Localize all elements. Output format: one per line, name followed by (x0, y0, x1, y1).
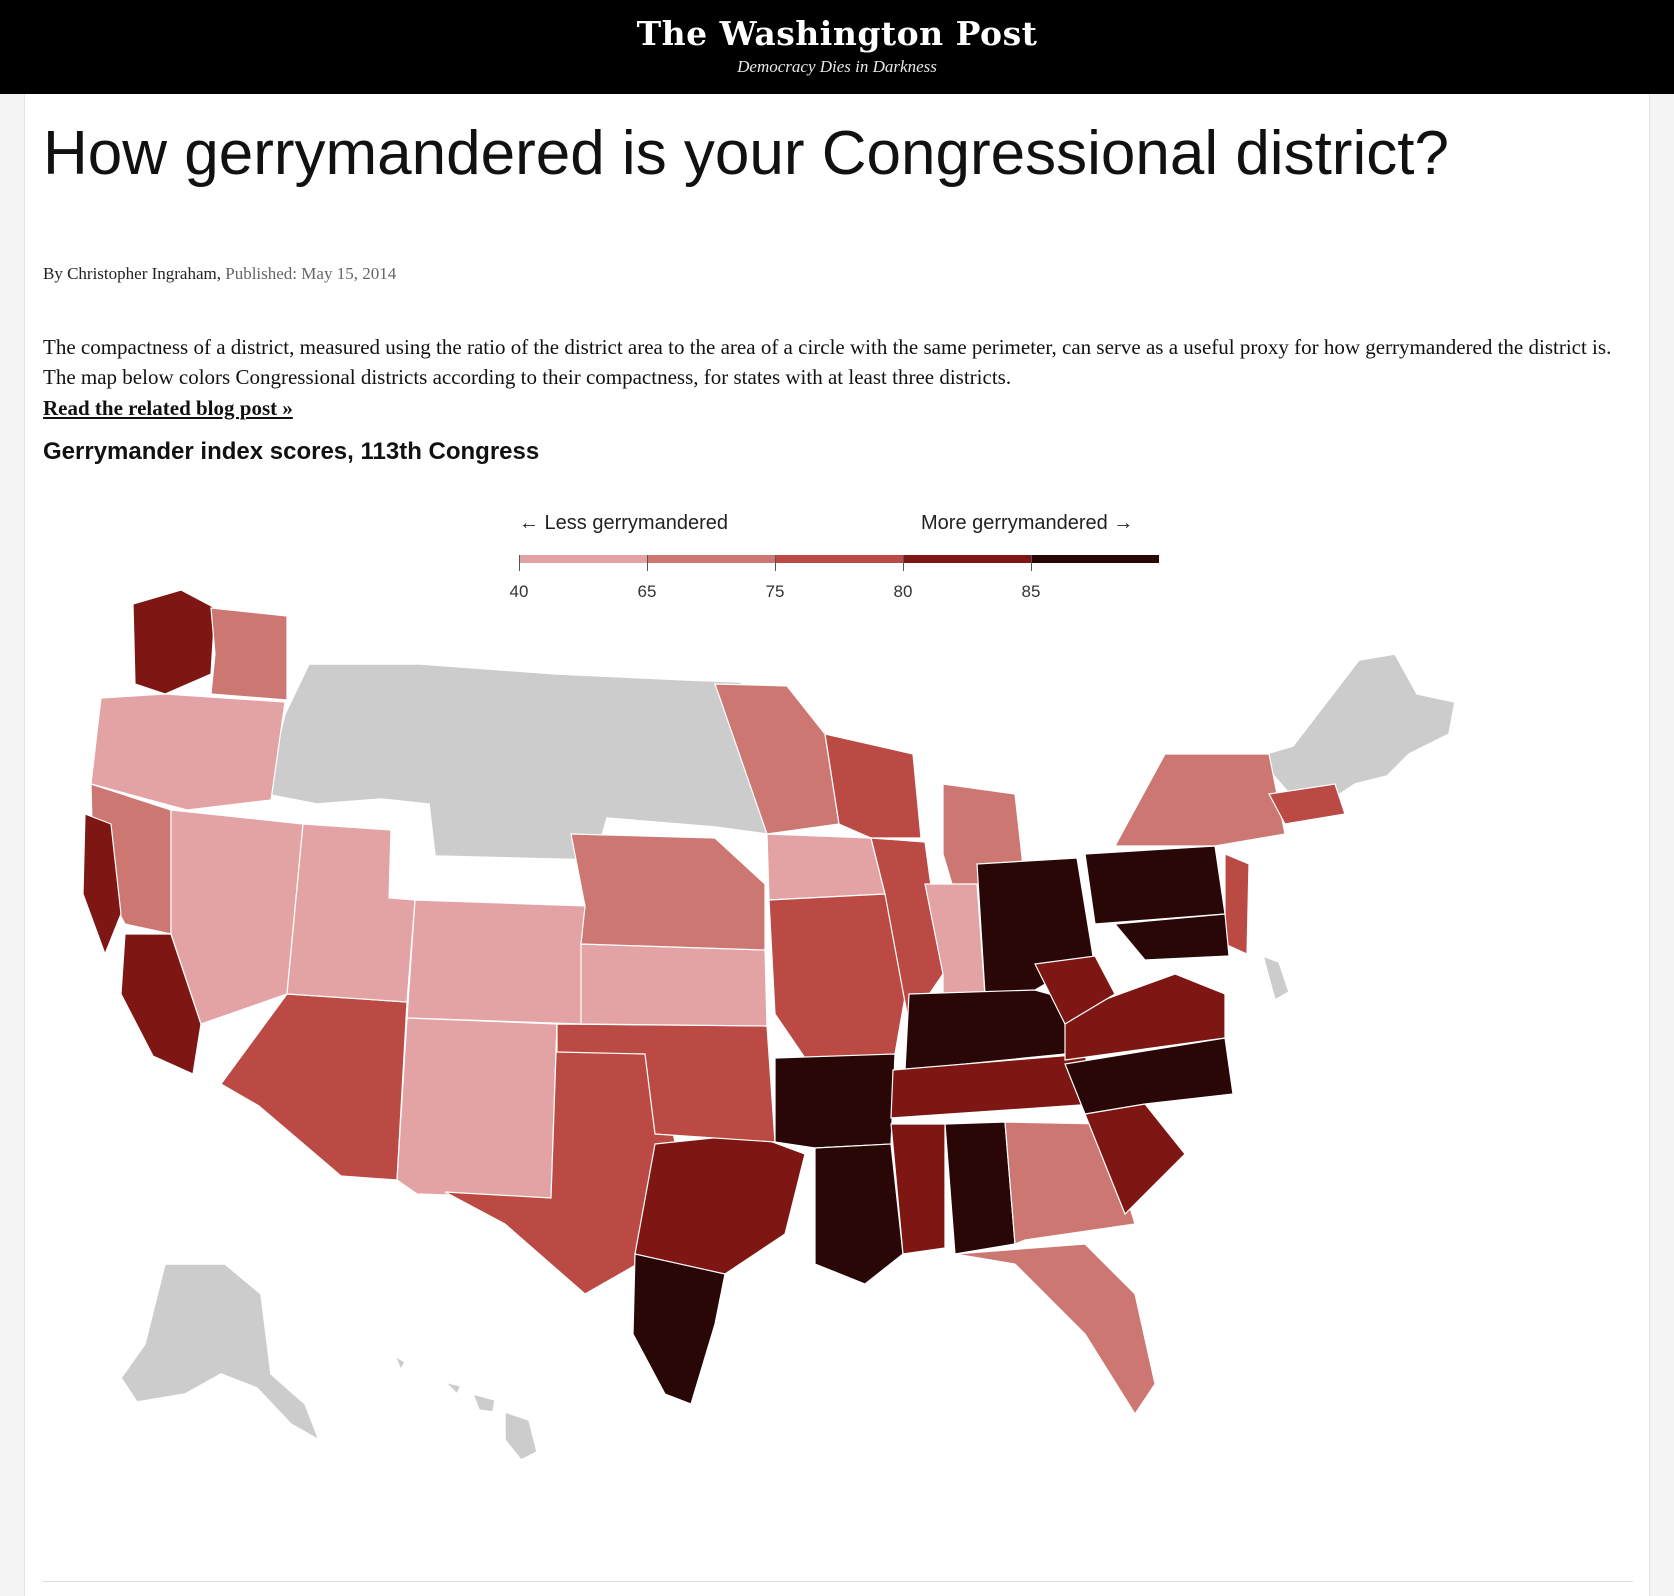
byline: By Christopher Ingraham, Published: May … (43, 264, 396, 284)
legend-tick-label: 80 (893, 582, 913, 601)
hawaii (393, 1354, 538, 1461)
region-utah[interactable] (286, 823, 416, 1003)
legend-tick (775, 555, 776, 571)
region-washington-east[interactable] (210, 607, 288, 701)
region-iowa[interactable] (766, 833, 886, 901)
article-intro: The compactness of a district, measured … (43, 332, 1633, 423)
montana-idaho-wyoming-dakotas (264, 663, 768, 861)
region-kansas[interactable] (580, 943, 768, 1027)
region-arkansas[interactable] (774, 1053, 896, 1149)
region-west-virginia[interactable] (1034, 955, 1116, 1025)
region-missouri[interactable] (768, 893, 910, 1059)
no-data-states (120, 653, 1456, 1461)
legend-tick-label: 40 (509, 582, 529, 601)
region-oregon[interactable] (90, 693, 286, 811)
region-wisconsin[interactable] (824, 733, 922, 839)
intro-text: The compactness of a district, measured … (43, 335, 1612, 390)
region-virginia[interactable] (1064, 973, 1226, 1061)
region-mississippi[interactable] (890, 1123, 946, 1255)
region-nevada[interactable] (170, 809, 304, 1025)
region-new-mexico[interactable] (396, 1017, 558, 1199)
masthead: The Washington Post Democracy Dies in Da… (0, 0, 1674, 94)
legend-less-label: ← Less gerrymandered (519, 512, 728, 534)
legend-swatch-2 (647, 555, 775, 563)
legend-tick-label: 85 (1021, 582, 1041, 601)
region-pennsylvania[interactable] (1084, 845, 1226, 925)
related-blog-post-link[interactable]: Read the related blog post » (43, 395, 293, 420)
washington-post-logo[interactable]: The Washington Post (636, 14, 1038, 53)
region-massachusetts[interactable] (1268, 783, 1346, 825)
published-date: Published: May 15, 2014 (225, 264, 397, 283)
gerrymander-map (82, 589, 1456, 1461)
region-florida[interactable] (954, 1243, 1156, 1416)
region-maryland[interactable] (1113, 913, 1230, 961)
legend-swatch-1 (519, 555, 647, 563)
article-headline: How gerrymandered is your Congressional … (43, 119, 1449, 188)
legend-tick (1031, 555, 1032, 571)
legend-tick (903, 555, 904, 571)
chart-title: Gerrymander index scores, 113th Congress (43, 438, 540, 465)
region-colorado[interactable] (406, 899, 588, 1025)
region-north-carolina[interactable] (1064, 1037, 1234, 1115)
legend-swatch-5 (1031, 555, 1159, 563)
delaware-no-data (1261, 954, 1290, 1002)
legend-tick-label: 75 (765, 582, 785, 601)
region-new-york[interactable] (1113, 753, 1286, 847)
region-texas-south[interactable] (632, 1253, 726, 1405)
legend-swatch-4 (903, 555, 1031, 563)
legend-more-label: More gerrymandered → (921, 512, 1134, 534)
article-page: How gerrymandered is your Congressional … (24, 94, 1650, 1596)
legend-tick (519, 555, 520, 571)
masthead-tagline: Democracy Dies in Darkness (737, 57, 937, 76)
region-alabama[interactable] (944, 1121, 1016, 1255)
region-new-jersey[interactable] (1224, 853, 1250, 955)
legend-tick-label: 65 (637, 582, 657, 601)
byline-author: By Christopher Ingraham, (43, 264, 221, 283)
region-louisiana[interactable] (814, 1143, 904, 1285)
region-california-coast[interactable] (82, 813, 122, 956)
region-washington-west[interactable] (132, 589, 216, 695)
legend-tick (647, 555, 648, 571)
legend-swatch-3 (775, 555, 903, 563)
region-nebraska[interactable] (570, 833, 766, 951)
congressional-districts (82, 589, 1346, 1416)
region-arizona[interactable] (220, 993, 408, 1181)
alaska (120, 1263, 321, 1442)
footer-divider (43, 1581, 1633, 1582)
